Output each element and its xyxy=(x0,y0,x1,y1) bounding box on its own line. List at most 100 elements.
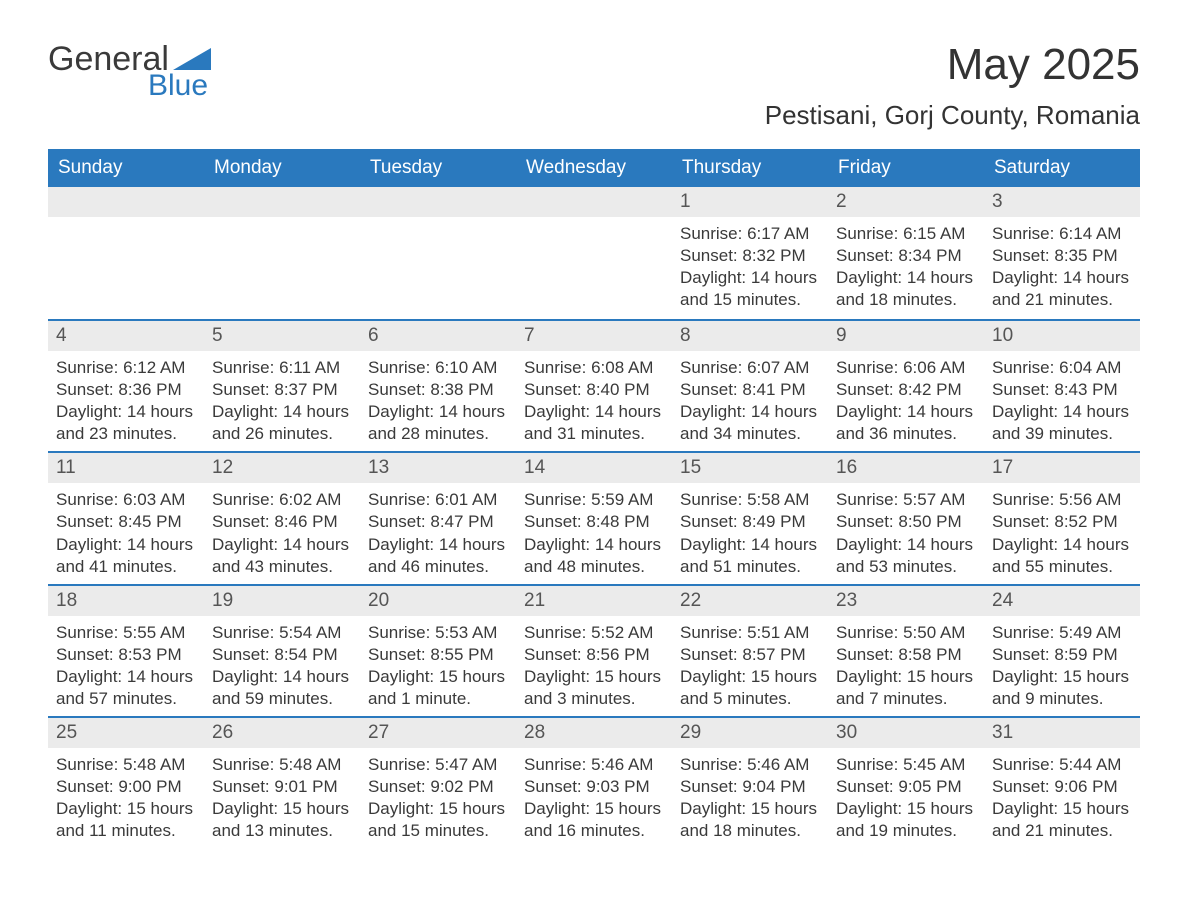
sunrise-line: Sunrise: 5:57 AM xyxy=(836,489,976,511)
month-year-title: May 2025 xyxy=(765,40,1140,90)
day-number: 2 xyxy=(836,191,847,212)
sunrise-line: Sunrise: 5:58 AM xyxy=(680,489,820,511)
day-number-row: 7 xyxy=(516,321,672,351)
day-details: Sunrise: 6:14 AMSunset: 8:35 PMDaylight:… xyxy=(984,217,1140,317)
weeks-container: 1Sunrise: 6:17 AMSunset: 8:32 PMDaylight… xyxy=(48,187,1140,849)
daylight-line: Daylight: 15 hours and 1 minute. xyxy=(368,666,508,710)
sunset-line: Sunset: 8:41 PM xyxy=(680,379,820,401)
daylight-line: Daylight: 15 hours and 21 minutes. xyxy=(992,798,1132,842)
daylight-line: Daylight: 15 hours and 5 minutes. xyxy=(680,666,820,710)
day-details: Sunrise: 6:01 AMSunset: 8:47 PMDaylight:… xyxy=(360,483,516,583)
day-number-row: 27 xyxy=(360,718,516,748)
sunrise-line: Sunrise: 5:45 AM xyxy=(836,754,976,776)
sunrise-line: Sunrise: 5:52 AM xyxy=(524,622,664,644)
daylight-line: Daylight: 15 hours and 19 minutes. xyxy=(836,798,976,842)
sunset-line: Sunset: 8:36 PM xyxy=(56,379,196,401)
calendar-cell xyxy=(204,187,360,319)
sunrise-line: Sunrise: 6:14 AM xyxy=(992,223,1132,245)
daylight-line: Daylight: 14 hours and 51 minutes. xyxy=(680,534,820,578)
day-details: Sunrise: 6:08 AMSunset: 8:40 PMDaylight:… xyxy=(516,351,672,451)
daylight-line: Daylight: 14 hours and 15 minutes. xyxy=(680,267,820,311)
day-header-monday: Monday xyxy=(204,149,360,187)
calendar-cell: 31Sunrise: 5:44 AMSunset: 9:06 PMDayligh… xyxy=(984,718,1140,848)
day-number: 18 xyxy=(56,590,77,611)
daylight-line: Daylight: 15 hours and 18 minutes. xyxy=(680,798,820,842)
day-number: 8 xyxy=(680,325,691,346)
day-details: Sunrise: 5:49 AMSunset: 8:59 PMDaylight:… xyxy=(984,616,1140,716)
daylight-line: Daylight: 14 hours and 57 minutes. xyxy=(56,666,196,710)
day-details: Sunrise: 5:53 AMSunset: 8:55 PMDaylight:… xyxy=(360,616,516,716)
sunrise-line: Sunrise: 6:02 AM xyxy=(212,489,352,511)
daylight-line: Daylight: 14 hours and 31 minutes. xyxy=(524,401,664,445)
calendar-cell: 1Sunrise: 6:17 AMSunset: 8:32 PMDaylight… xyxy=(672,187,828,319)
day-number-row: 4 xyxy=(48,321,204,351)
day-number: 1 xyxy=(680,191,691,212)
day-number-row: 17 xyxy=(984,453,1140,483)
daylight-line: Daylight: 14 hours and 39 minutes. xyxy=(992,401,1132,445)
day-number: 20 xyxy=(368,590,389,611)
day-number: 31 xyxy=(992,722,1013,743)
day-number-row-empty xyxy=(360,187,516,217)
calendar-cell: 23Sunrise: 5:50 AMSunset: 8:58 PMDayligh… xyxy=(828,586,984,716)
day-number: 27 xyxy=(368,722,389,743)
day-number-row: 2 xyxy=(828,187,984,217)
daylight-line: Daylight: 15 hours and 11 minutes. xyxy=(56,798,196,842)
sunset-line: Sunset: 8:58 PM xyxy=(836,644,976,666)
day-number-row: 16 xyxy=(828,453,984,483)
title-block: May 2025 Pestisani, Gorj County, Romania xyxy=(765,40,1140,131)
day-details: Sunrise: 5:48 AMSunset: 9:01 PMDaylight:… xyxy=(204,748,360,848)
day-header-friday: Friday xyxy=(828,149,984,187)
daylight-line: Daylight: 14 hours and 21 minutes. xyxy=(992,267,1132,311)
day-details: Sunrise: 6:11 AMSunset: 8:37 PMDaylight:… xyxy=(204,351,360,451)
day-header-thursday: Thursday xyxy=(672,149,828,187)
calendar-page: General Blue May 2025 Pestisani, Gorj Co… xyxy=(0,0,1188,879)
sunset-line: Sunset: 8:52 PM xyxy=(992,511,1132,533)
day-number-row: 14 xyxy=(516,453,672,483)
day-number: 11 xyxy=(56,457,76,478)
day-number: 28 xyxy=(524,722,545,743)
sunrise-line: Sunrise: 6:06 AM xyxy=(836,357,976,379)
sunset-line: Sunset: 8:57 PM xyxy=(680,644,820,666)
sunset-line: Sunset: 8:40 PM xyxy=(524,379,664,401)
daylight-line: Daylight: 14 hours and 43 minutes. xyxy=(212,534,352,578)
week-row: 18Sunrise: 5:55 AMSunset: 8:53 PMDayligh… xyxy=(48,584,1140,716)
location-title: Pestisani, Gorj County, Romania xyxy=(765,100,1140,131)
sunset-line: Sunset: 9:00 PM xyxy=(56,776,196,798)
day-number: 7 xyxy=(524,325,535,346)
calendar-cell: 29Sunrise: 5:46 AMSunset: 9:04 PMDayligh… xyxy=(672,718,828,848)
day-number-row-empty xyxy=(204,187,360,217)
sunset-line: Sunset: 9:02 PM xyxy=(368,776,508,798)
sunrise-line: Sunrise: 5:46 AM xyxy=(524,754,664,776)
day-details: Sunrise: 5:54 AMSunset: 8:54 PMDaylight:… xyxy=(204,616,360,716)
day-number-row-empty xyxy=(48,187,204,217)
day-header-sunday: Sunday xyxy=(48,149,204,187)
day-number: 4 xyxy=(56,325,67,346)
day-number: 16 xyxy=(836,457,857,478)
day-number-row: 26 xyxy=(204,718,360,748)
day-number: 10 xyxy=(992,325,1013,346)
calendar-cell: 5 Sunrise: 6:11 AMSunset: 8:37 PMDaylight… xyxy=(204,321,360,451)
day-details: Sunrise: 5:46 AMSunset: 9:04 PMDaylight:… xyxy=(672,748,828,848)
calendar-cell: 10Sunrise: 6:04 AMSunset: 8:43 PMDayligh… xyxy=(984,321,1140,451)
day-number: 6 xyxy=(368,325,379,346)
sunset-line: Sunset: 8:43 PM xyxy=(992,379,1132,401)
day-number: 5 xyxy=(212,325,223,346)
day-number-row: 1 xyxy=(672,187,828,217)
daylight-line: Daylight: 15 hours and 9 minutes. xyxy=(992,666,1132,710)
brand-logo: General Blue xyxy=(48,40,211,103)
calendar-cell: 20 Sunrise: 5:53 AMSunset: 8:55 PMDayligh… xyxy=(360,586,516,716)
daylight-line: Daylight: 14 hours and 55 minutes. xyxy=(992,534,1132,578)
sunset-line: Sunset: 8:45 PM xyxy=(56,511,196,533)
calendar-cell xyxy=(360,187,516,319)
calendar-cell: 7 Sunrise: 6:08 AMSunset: 8:40 PMDaylight… xyxy=(516,321,672,451)
day-details: Sunrise: 5:58 AMSunset: 8:49 PMDaylight:… xyxy=(672,483,828,583)
day-number: 24 xyxy=(992,590,1013,611)
sunrise-line: Sunrise: 5:56 AM xyxy=(992,489,1132,511)
calendar-cell: 30Sunrise: 5:45 AMSunset: 9:05 PMDayligh… xyxy=(828,718,984,848)
sunset-line: Sunset: 8:50 PM xyxy=(836,511,976,533)
sunset-line: Sunset: 8:54 PM xyxy=(212,644,352,666)
day-header-wednesday: Wednesday xyxy=(516,149,672,187)
sunset-line: Sunset: 8:53 PM xyxy=(56,644,196,666)
calendar-cell xyxy=(516,187,672,319)
sunrise-line: Sunrise: 6:01 AM xyxy=(368,489,508,511)
